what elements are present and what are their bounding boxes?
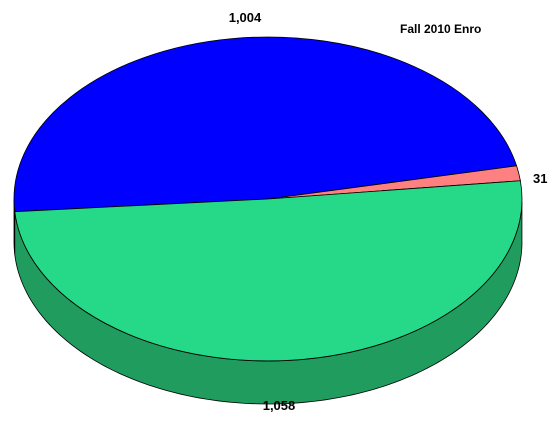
- pie-label-2: 1,058: [263, 398, 296, 413]
- pie-labels: 1,004 31 1,058: [229, 10, 548, 413]
- chart-title: Fall 2010 Enro: [400, 22, 482, 36]
- pie-label-0: 1,004: [229, 10, 262, 25]
- pie-slice-0: [13, 36, 518, 213]
- pie-slices: [13, 36, 523, 362]
- pie-slice-2: [14, 180, 523, 362]
- pie-label-1: 31: [533, 171, 547, 186]
